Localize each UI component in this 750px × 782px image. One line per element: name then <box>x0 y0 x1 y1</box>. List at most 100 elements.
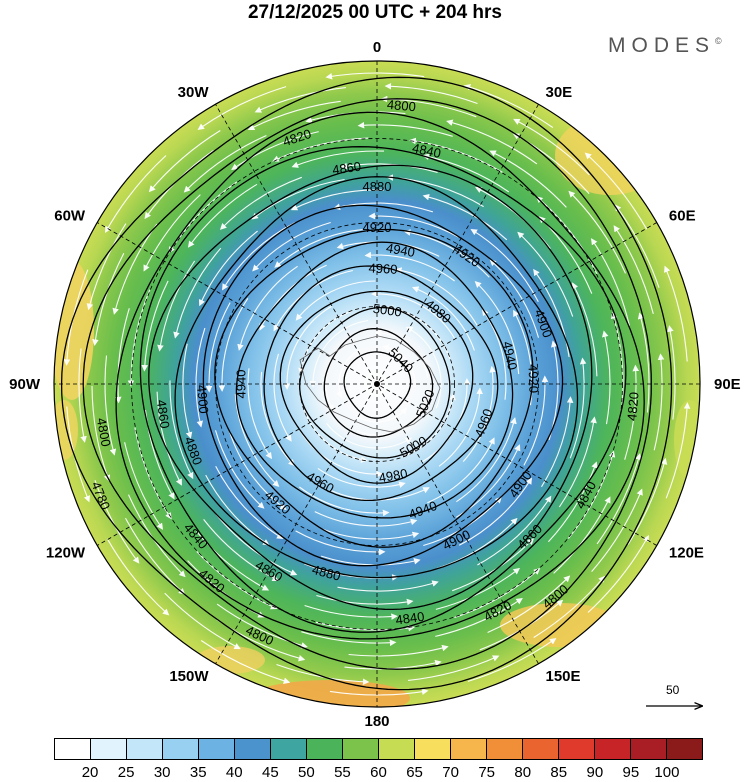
streamline <box>624 364 640 460</box>
streamline <box>337 580 439 592</box>
map-title: 27/12/2025 00 UTC + 204 hrs <box>247 2 503 23</box>
streamline <box>272 137 369 162</box>
contour-label: 4960 <box>368 260 398 276</box>
streamline <box>283 305 333 391</box>
streamline <box>587 534 649 613</box>
longitude-label: 150E <box>546 668 581 685</box>
streamline <box>106 538 170 616</box>
colorbar-tick-label: 85 <box>550 764 568 781</box>
streamline <box>291 150 385 168</box>
streamline <box>489 259 540 338</box>
colorbar-tick-label: 60 <box>370 764 387 781</box>
streamline <box>517 231 574 317</box>
colorbar-tick-label: 25 <box>117 764 135 781</box>
longitude-label: 60W <box>54 208 86 225</box>
streamline <box>251 178 345 220</box>
streamline <box>584 152 648 230</box>
streamline <box>183 134 267 193</box>
colorbar-swatch <box>415 739 451 759</box>
streamline <box>320 555 421 566</box>
streamline <box>197 86 287 130</box>
longitude-label: 90W <box>9 376 41 393</box>
streamline <box>438 387 483 467</box>
streamline <box>454 568 541 619</box>
latitude-circle <box>299 306 455 462</box>
streamline <box>169 380 194 480</box>
streamline <box>290 189 384 211</box>
streamline <box>489 150 567 208</box>
streamline <box>125 517 186 595</box>
field-patch <box>500 603 620 647</box>
longitude-labels: 0 30E 60E 90E 120E 150E 180 150W 120W 90W 60W 30W <box>9 39 741 730</box>
streamline <box>637 312 650 413</box>
colorbar-tick-label: 20 <box>81 764 99 781</box>
colorbar-tick-label: 40 <box>225 764 243 781</box>
streamline <box>572 282 598 377</box>
streamline <box>215 465 284 539</box>
streamline <box>86 223 127 311</box>
streamline <box>596 453 642 545</box>
streamline <box>474 280 520 375</box>
streamline <box>374 329 429 378</box>
reference-vector-label: 50 <box>666 683 680 697</box>
map-boundary <box>53 60 701 708</box>
streamline <box>614 204 660 288</box>
streamline <box>667 325 676 420</box>
streamline <box>315 621 415 632</box>
streamline <box>422 193 508 241</box>
contour-label: 4860 <box>331 159 362 178</box>
streamline <box>533 268 570 358</box>
streamline <box>568 190 627 274</box>
longitude-label: 0 <box>373 39 381 56</box>
streamline <box>435 597 523 637</box>
colorbar-swatch <box>451 739 487 759</box>
streamline <box>214 430 265 509</box>
streamline <box>627 457 668 545</box>
brand-mark: © <box>715 36 722 46</box>
colorbar-swatch <box>307 739 343 759</box>
colorbar-swatch <box>631 739 667 759</box>
colorbar-swatch <box>379 739 415 759</box>
streamline <box>590 238 630 326</box>
contour-label: 4840 <box>411 140 442 161</box>
colorbar-swatch <box>523 739 559 759</box>
streamline <box>247 368 273 460</box>
streamline <box>219 176 302 230</box>
streamline <box>325 72 425 80</box>
streamline <box>237 265 298 351</box>
streamline <box>422 153 510 193</box>
streamline <box>228 431 287 510</box>
streamline <box>523 375 549 466</box>
streamline <box>477 495 552 566</box>
streamline <box>610 311 624 411</box>
streamline <box>260 371 296 467</box>
streamline <box>411 286 475 351</box>
streamline <box>533 575 606 638</box>
contour-label: 4920 <box>525 364 541 393</box>
streamline <box>143 194 201 272</box>
colorbar-tick-label: 90 <box>586 764 604 781</box>
streamline <box>200 640 291 684</box>
streamline <box>148 130 221 193</box>
longitude-label: 30W <box>178 84 210 101</box>
streamline <box>591 488 643 572</box>
streamline <box>91 385 111 482</box>
colorbar-swatch <box>667 739 702 759</box>
streamline <box>613 225 654 315</box>
streamline <box>462 365 496 462</box>
streamline <box>304 604 398 620</box>
streamline <box>273 353 292 442</box>
contour-label: 4940 <box>385 240 416 260</box>
streamline <box>370 290 456 340</box>
streamline <box>567 450 616 539</box>
streamline <box>127 289 151 387</box>
streamline <box>299 486 390 517</box>
streamline <box>187 183 258 248</box>
streamline <box>222 222 296 291</box>
streamline <box>467 638 557 682</box>
streamline <box>427 437 495 504</box>
colorbar-swatch <box>487 739 523 759</box>
contour-label: 5000 <box>372 301 403 320</box>
streamline <box>340 162 438 174</box>
streamline <box>156 391 182 486</box>
